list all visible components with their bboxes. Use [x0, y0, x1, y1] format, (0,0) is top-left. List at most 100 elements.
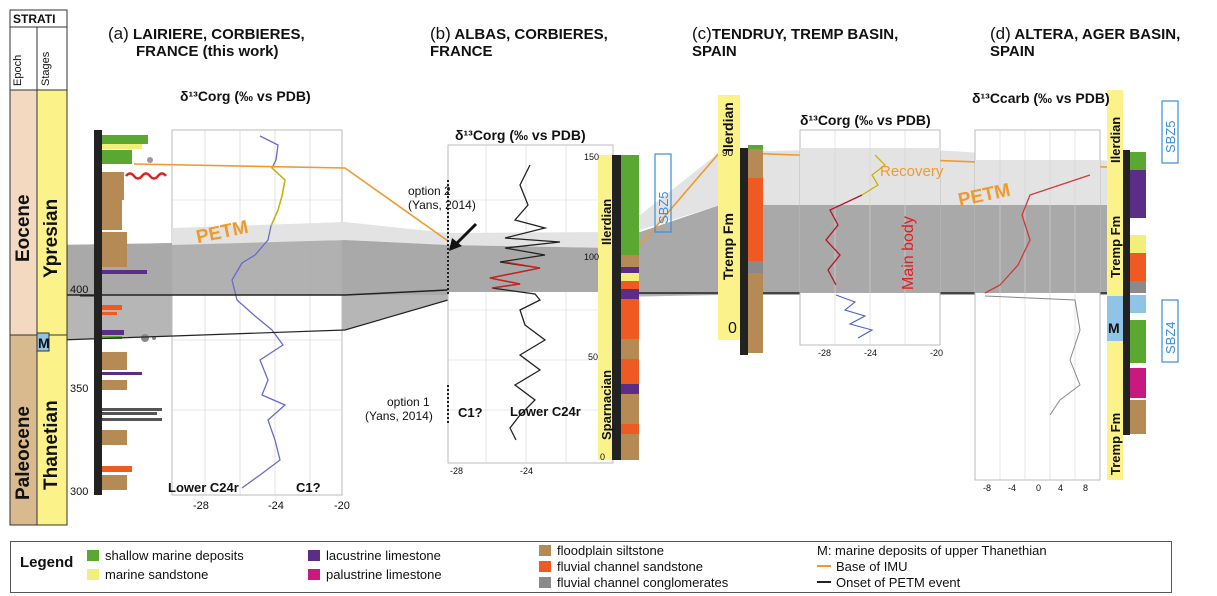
option1-line2: (Yans, 2014) — [365, 409, 433, 423]
tremp-d1: Tremp Fm — [1108, 215, 1123, 278]
tick-b-d2: 50 — [588, 352, 599, 362]
panel-c-title-1: TENDRUY, TREMP BASIN, — [711, 26, 899, 43]
epoch-paleocene: Paleocene — [13, 406, 34, 500]
tick-c-x1: -24 — [864, 348, 878, 358]
tick-a-d1: 350 — [70, 383, 89, 395]
legend-swatch-lacustrine — [308, 550, 320, 561]
legend-label-fluvial-conglomerates: fluvial channel conglomerates — [557, 575, 729, 590]
litholog-d — [1107, 90, 1179, 480]
legend-item-shallow-marine: shallow marine deposits — [87, 548, 244, 563]
axis-title-a: δ¹³Corg (‰ vs PDB) — [180, 88, 311, 104]
legend-title: Legend — [20, 554, 74, 571]
ilerdian-c: Ilerdian — [720, 102, 736, 152]
lower-c24r-a: Lower C24r — [168, 480, 239, 495]
axis-title-d: δ¹³Ccarb (‰ vs PDB) — [972, 90, 1110, 106]
tick-b-d3: 0 — [600, 452, 606, 462]
panel-b-header: (b) ALBAS, CORBIERES, FRANCE — [430, 25, 608, 60]
legend-item-floodplain: floodplain siltstone — [539, 543, 664, 558]
legend-label-floodplain: floodplain siltstone — [557, 543, 664, 558]
ilerdian-d: Ilerdian — [1108, 116, 1123, 163]
strati-title: STRATI — [13, 12, 56, 26]
tick-a-x1: -24 — [268, 500, 284, 512]
legend-item-lacustrine: lacustrine limestone — [308, 548, 441, 563]
panel-b-title-1: ALBAS, CORBIERES, — [454, 26, 608, 43]
main-body-label: Main body — [900, 216, 917, 290]
marine-marker-d: M — [1108, 320, 1120, 336]
tick-c-x0: -28 — [818, 348, 832, 358]
panel-c-tag: (c) — [692, 24, 712, 43]
c1-b: C1? — [458, 405, 483, 420]
legend-swatch-fluvial-conglomerates — [539, 577, 551, 588]
lower-c24r-b: Lower C24r — [510, 404, 581, 419]
tick-d-x1: -4 — [1008, 483, 1017, 493]
tick-b-x0: -28 — [450, 466, 464, 476]
panel-b-tag: (b) — [430, 24, 451, 43]
legend-item-marine-sandstone: marine sandstone — [87, 567, 208, 582]
option2-label: option 2 (Yans, 2014) — [408, 184, 476, 212]
tick-a-x2: -20 — [334, 500, 350, 512]
panel-a-tag: (a) — [108, 24, 129, 43]
panel-d-title-1: ALTERA, AGER BASIN, — [1014, 26, 1181, 43]
legend-note-imu: Base of IMU — [817, 559, 908, 574]
panel-c-header: (c)TENDRUY, TREMP BASIN, SPAIN — [692, 25, 898, 60]
tick-c-d1: 0 — [728, 320, 737, 337]
legend-item-fluvial-conglomerates: fluvial channel conglomerates — [539, 575, 728, 590]
legend-label-imu: Base of IMU — [836, 559, 908, 574]
recovery-label: Recovery — [880, 163, 944, 180]
sbz5-d: SBZ5 — [1163, 120, 1178, 153]
legend-item-palustrine: palustrine limestone — [308, 567, 442, 582]
litholog-c — [718, 95, 763, 355]
sparnacian-b: Sparnacian — [599, 369, 614, 440]
imu-line-swatch — [817, 565, 831, 567]
legend-item-fluvial-sandstone: fluvial channel sandstone — [539, 559, 703, 574]
tick-a-d0: 400 — [70, 284, 89, 296]
litholog-a — [94, 130, 167, 495]
tick-d-x2: 0 — [1036, 483, 1042, 493]
axis-title-b: δ¹³Corg (‰ vs PDB) — [455, 127, 586, 143]
tick-b-d0: 150 — [584, 152, 600, 162]
legend-label-fluvial-sandstone: fluvial channel sandstone — [557, 559, 703, 574]
legend-label-lacustrine: lacustrine limestone — [326, 548, 441, 563]
panel-b-title-2: FRANCE — [430, 43, 493, 60]
stage-thanetian: Thanetian — [41, 400, 62, 490]
tick-d-x0: -8 — [983, 483, 992, 493]
tremp-c: Tremp Fm — [720, 213, 736, 280]
tick-b-x1: -24 — [520, 466, 534, 476]
tick-d-x3: 4 — [1058, 483, 1064, 493]
option2-line2: (Yans, 2014) — [408, 198, 476, 212]
tick-c-x2: -20 — [930, 348, 944, 358]
strati-column — [9, 9, 68, 526]
legend-swatch-fluvial-sandstone — [539, 561, 551, 572]
sbz4-d: SBZ4 — [1163, 321, 1178, 354]
panel-d-tag: (d) — [990, 24, 1011, 43]
tick-a-x0: -28 — [193, 500, 209, 512]
legend-swatch-shallow-marine — [87, 550, 99, 561]
legend-note-marine: M: marine deposits of upper Thanethian — [817, 543, 1047, 558]
tick-b-d1: 100 — [584, 252, 600, 262]
panel-d-header: (d) ALTERA, AGER BASIN, SPAIN — [990, 25, 1180, 60]
curve-c — [861, 154, 886, 196]
option1-label: option 1 (Yans, 2014) — [365, 395, 433, 423]
litholog-b — [598, 153, 672, 460]
stage-ypresian: Ypresian — [41, 198, 62, 278]
legend-swatch-floodplain — [539, 545, 551, 556]
panel-c-title-2: SPAIN — [692, 43, 737, 60]
marine-marker: M — [38, 335, 50, 351]
panel-d-title-2: SPAIN — [990, 43, 1035, 60]
legend-label-shallow-marine: shallow marine deposits — [105, 548, 244, 563]
sbz5-b: SBZ5 — [656, 191, 671, 224]
stages-header: Stages — [40, 51, 52, 86]
tick-d-x4: 8 — [1083, 483, 1089, 493]
plot-a-frame — [171, 129, 343, 496]
tick-c-d0: 90 — [722, 148, 734, 159]
epoch-eocene: Eocene — [13, 194, 34, 262]
tremp-d2: Tremp Fm — [1108, 412, 1123, 475]
legend-label-palustrine: palustrine limestone — [326, 567, 442, 582]
panel-a-title-1: LAIRIERE, CORBIERES, — [132, 26, 305, 43]
panel-a-title-2: FRANCE (this work) — [136, 43, 279, 60]
legend-label-marine-sandstone: marine sandstone — [105, 567, 209, 582]
c1-a: C1? — [296, 480, 321, 495]
tick-a-d2: 300 — [70, 486, 89, 498]
panel-a-header: (a) LAIRIERE, CORBIERES, FRANCE (this wo… — [108, 25, 305, 60]
